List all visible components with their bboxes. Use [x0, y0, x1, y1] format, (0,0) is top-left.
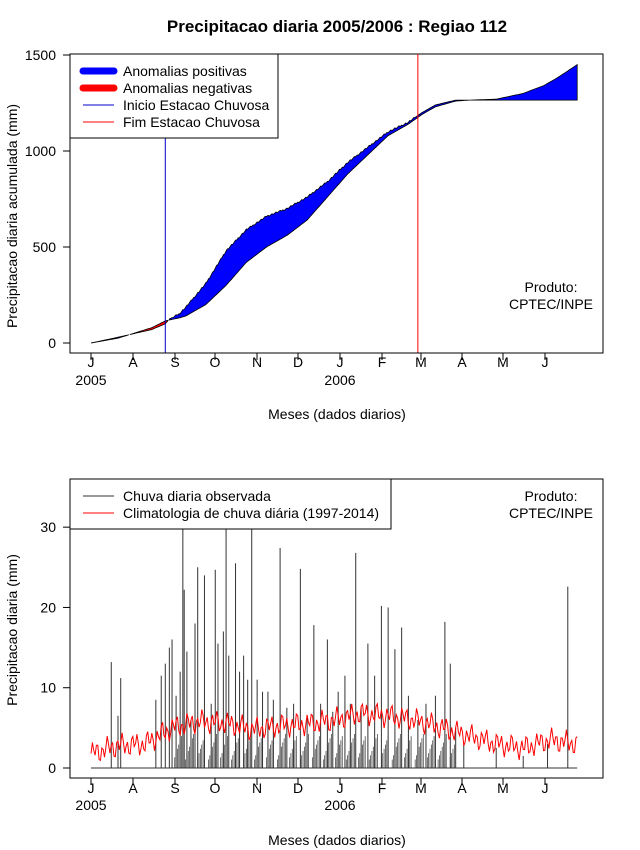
top-x-tick-label: F	[378, 354, 387, 370]
bottom-year-label: 2005	[75, 797, 106, 813]
legend-label-positive: Anomalias positivas	[123, 63, 247, 79]
bottom-x-tick-label: A	[128, 780, 138, 796]
top-x-tick-label: M	[415, 354, 427, 370]
bottom-x-axis-label: Meses (dados diarios)	[268, 832, 406, 848]
top-y-axis: 0 500 1000 1500	[25, 47, 71, 351]
bottom-x-tick-label: M	[415, 780, 427, 796]
legend-label-fim: Fim Estacao Chuvosa	[123, 114, 260, 130]
top-x-tick-label: S	[170, 354, 179, 370]
top-x-axis: J A S O N D J F M A M J 2005 2006	[75, 352, 549, 388]
chart-title: Precipitacao diaria 2005/2006 : Regiao 1…	[167, 17, 507, 36]
legend-label-observed: Chuva diaria observada	[123, 488, 271, 504]
negative-anomaly-area	[129, 319, 169, 336]
bottom-x-tick-label: J	[88, 780, 95, 796]
bottom-legend: Chuva diaria observada Climatologia de c…	[69, 478, 392, 530]
bottom-x-tick-label: S	[170, 780, 179, 796]
top-x-tick-label: M	[497, 354, 509, 370]
bottom-product-label-line2: CPTEC/INPE	[509, 505, 593, 521]
top-x-tick-label: O	[210, 354, 221, 370]
top-product-label-line2: CPTEC/INPE	[509, 296, 593, 312]
top-x-tick-label: J	[337, 354, 344, 370]
bottom-product-label-line1: Produto:	[525, 488, 578, 504]
top-plot-area	[90, 54, 578, 353]
top-x-tick-label: D	[293, 354, 303, 370]
legend-label-inicio: Inicio Estacao Chuvosa	[123, 97, 270, 113]
top-x-axis-label: Meses (dados diarios)	[268, 406, 406, 422]
accumulated-precipitation-chart: Precipitacao diaria 2005/2006 : Regiao 1…	[4, 17, 604, 422]
bottom-x-tick-label: J	[542, 780, 549, 796]
bottom-x-tick-label: N	[252, 780, 262, 796]
bottom-x-tick-label: F	[378, 780, 387, 796]
bottom-x-tick-label: O	[210, 780, 221, 796]
legend-label-negative: Anomalias negativas	[123, 80, 252, 96]
legend-label-climatology: Climatologia de chuva diária (1997-2014)	[123, 505, 379, 521]
positive-anomaly-area	[90, 334, 129, 344]
bottom-y-tick-label: 0	[48, 760, 56, 776]
top-y-tick-label: 500	[33, 239, 57, 255]
top-y-tick-label: 0	[48, 335, 56, 351]
positive-anomaly-area	[168, 63, 578, 321]
top-x-tick-label: N	[252, 354, 262, 370]
climatology-line	[90, 701, 578, 762]
bottom-x-tick-label: J	[337, 780, 344, 796]
bottom-year-label: 2006	[324, 797, 355, 813]
bottom-plot-area	[90, 519, 578, 769]
top-product-label-line1: Produto:	[525, 279, 578, 295]
bottom-y-tick-label: 10	[40, 680, 56, 696]
top-y-tick-label: 1000	[25, 143, 56, 159]
top-x-tick-label: A	[128, 354, 138, 370]
top-year-label: 2005	[75, 372, 106, 388]
top-legend: Anomalias positivas Anomalias negativas …	[69, 53, 279, 139]
bottom-x-tick-label: M	[497, 780, 509, 796]
top-y-tick-label: 1500	[25, 47, 56, 63]
bottom-y-axis-label: Precipitacao diaria (mm)	[4, 554, 20, 706]
bottom-x-tick-label: A	[457, 780, 467, 796]
top-x-tick-label: A	[457, 354, 467, 370]
top-y-axis-label: Precipitacao diaria acumulada (mm)	[4, 104, 20, 328]
bottom-x-tick-label: D	[293, 780, 303, 796]
bottom-y-axis: 0 10 20 30	[40, 519, 71, 776]
bottom-y-tick-label: 20	[40, 599, 56, 615]
top-x-tick-label: J	[542, 354, 549, 370]
bottom-legend-box	[69, 478, 392, 530]
top-x-tick-label: J	[88, 354, 95, 370]
bottom-y-tick-label: 30	[40, 519, 56, 535]
top-year-label: 2006	[324, 372, 355, 388]
